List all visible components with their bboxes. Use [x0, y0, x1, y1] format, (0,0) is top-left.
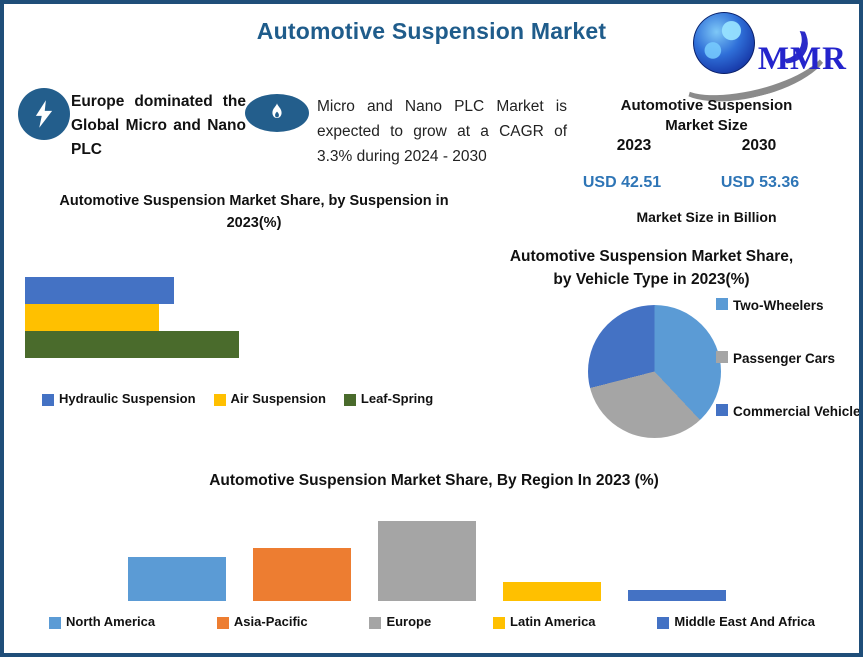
legend-item-north-america: North America: [49, 612, 155, 631]
market-size-value-end: USD 53.36: [720, 174, 800, 191]
legend-item-latin-america: Latin America: [493, 612, 596, 631]
legend-label-air-suspension: Air Suspension: [230, 391, 326, 406]
market-size-year-start: 2023: [616, 137, 652, 154]
legend-swatch-commercial-vehicle: [716, 404, 728, 416]
legend-label-north-america: North America: [66, 614, 156, 629]
market-size-year-end: 2030: [741, 137, 777, 154]
legend-item-commercial-vehicle: Commercial Vehicle: [716, 402, 861, 421]
market-size-panel: Automotive Suspension Market Size 2023 2…: [569, 96, 844, 225]
legend-swatch-north-america: [49, 616, 61, 629]
bar-hydraulic-suspension: [25, 277, 174, 304]
logo-text: MMR: [757, 41, 847, 77]
suspension-chart-bars: [25, 277, 445, 358]
legend-label-hydraulic-suspension: Hydraulic Suspension: [59, 391, 196, 406]
legend-swatch-europe: [369, 616, 382, 629]
bar-latin-america: [502, 582, 601, 601]
legend-label-latin-america: Latin America: [510, 614, 596, 629]
bar-leaf-spring: [25, 331, 239, 358]
bar-middle-east-and-africa: [627, 590, 726, 601]
bar-asia-pacific: [252, 548, 351, 601]
legend-item-leaf-spring: Leaf-Spring: [343, 389, 434, 408]
legend-label-europe: Europe: [386, 614, 432, 629]
market-size-caption: Market Size in Billion: [636, 209, 777, 225]
legend-label-two-wheelers: Two-Wheelers: [733, 298, 824, 313]
vehicle-type-legend: Two-Wheelers Passenger Cars Commercial Veh…: [716, 296, 861, 455]
legend-swatch-passenger-cars: [716, 351, 728, 363]
flame-badge: [245, 94, 309, 132]
market-size-years: 2023 2030: [569, 137, 844, 159]
callout-flame-text: Micro and Nano PLC Market is expected to…: [317, 98, 567, 165]
mmr-logo: MMR: [667, 5, 849, 116]
legend-swatch-leaf-spring: [343, 393, 356, 406]
market-size-values: USD 42.51 USD 53.36: [569, 174, 844, 196]
legend-label-middle-east-and-africa: Middle East And Africa: [674, 614, 815, 629]
bar-north-america: [127, 557, 226, 601]
legend-label-asia-pacific: Asia-Pacific: [233, 614, 308, 629]
region-chart-title: Automotive Suspension Market Share, By R…: [209, 472, 659, 489]
market-size-value-start: USD 42.51: [582, 174, 662, 191]
legend-swatch-two-wheelers: [716, 298, 728, 310]
bar-slot-north-america: [114, 516, 239, 601]
legend-item-hydraulic-suspension: Hydraulic Suspension: [42, 389, 196, 408]
bar-slot-asia-pacific: [239, 516, 364, 601]
legend-item-air-suspension: Air Suspension: [213, 389, 326, 408]
legend-item-two-wheelers: Two-Wheelers: [716, 296, 859, 315]
bar-air-suspension: [25, 304, 159, 331]
globe-icon: [693, 12, 755, 74]
region-chart-legend: North America Asia-Pacific Europe Latin Ame…: [49, 612, 815, 631]
bar-slot-europe: [364, 516, 489, 601]
flame-icon: [272, 103, 282, 119]
market-size-title-line2: Market Size: [665, 117, 748, 134]
legend-item-europe: Europe: [369, 612, 431, 631]
legend-swatch-hydraulic-suspension: [42, 393, 54, 406]
vehicle-type-pie: [588, 305, 721, 438]
legend-swatch-asia-pacific: [216, 616, 229, 629]
market-size-title: Automotive Suspension Market Size: [569, 96, 844, 136]
vehicle-type-chart-title: Automotive Suspension Market Share, by V…: [509, 248, 794, 288]
market-size-title-line1: Automotive Suspension: [620, 97, 793, 114]
lightning-icon: [35, 100, 53, 128]
legend-item-middle-east-and-africa: Middle East And Africa: [657, 612, 815, 631]
legend-label-passenger-cars: Passenger Cars: [733, 351, 836, 366]
suspension-chart-legend: Hydraulic Suspension Air Suspension Leaf-S…: [42, 389, 462, 408]
legend-label-commercial-vehicle: Commercial Vehicle: [733, 404, 861, 419]
callout-lightning-text: Europe dominated the Global Micro and Na…: [71, 93, 246, 158]
bar-europe: [377, 521, 476, 601]
legend-item-passenger-cars: Passenger Cars: [716, 349, 859, 368]
legend-label-leaf-spring: Leaf-Spring: [360, 391, 434, 406]
page-title: Automotive Suspension Market: [256, 18, 607, 44]
legend-swatch-middle-east-and-africa: [657, 616, 670, 629]
bar-slot-middle-east-and-africa: [614, 516, 739, 601]
legend-item-asia-pacific: Asia-Pacific: [216, 612, 308, 631]
legend-swatch-latin-america: [493, 616, 506, 629]
bar-slot-latin-america: [489, 516, 614, 601]
legend-swatch-air-suspension: [213, 393, 226, 406]
suspension-chart-title: Automotive Suspension Market Share, by S…: [59, 193, 449, 231]
lightning-badge: [18, 88, 70, 140]
region-chart-bars: [114, 516, 739, 601]
